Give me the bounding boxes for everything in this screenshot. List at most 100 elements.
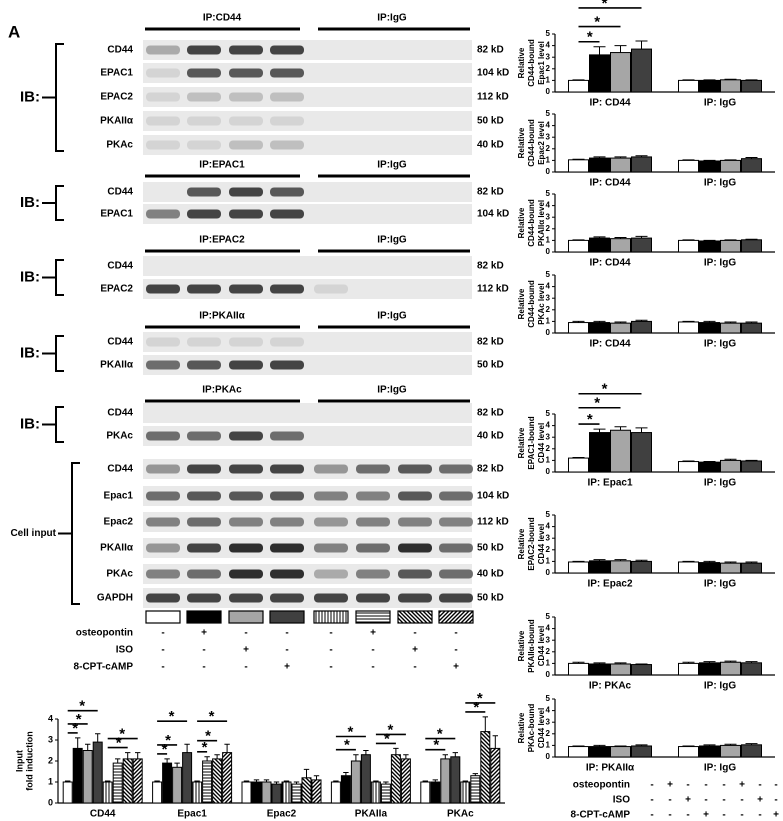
error-bar: [682, 460, 695, 462]
y-axis-label: CD44 level: [537, 524, 546, 564]
bar: [311, 779, 322, 804]
treatment-sign: +: [703, 810, 709, 821]
error-bar: [635, 155, 648, 157]
error-bar: [703, 744, 716, 746]
band: [356, 593, 390, 603]
ip-label: IP:IgG: [377, 311, 407, 322]
significance-label: *: [202, 739, 208, 756]
significance-label: *: [473, 699, 479, 716]
bar: [241, 781, 252, 804]
bar: [720, 562, 741, 574]
error-bar: [393, 747, 399, 755]
treatment-sign: +: [243, 645, 249, 656]
error-bar: [593, 46, 606, 55]
band: [146, 517, 180, 527]
treatment-sign: -: [704, 780, 707, 791]
error-bar: [572, 158, 585, 160]
error-bar: [353, 754, 359, 761]
y-tick-label: 4: [546, 282, 551, 291]
band: [356, 517, 390, 527]
bar: [172, 766, 183, 804]
band: [229, 543, 263, 553]
size-label: 82 kD: [477, 464, 504, 475]
bar: [340, 775, 351, 804]
y-tick-label: 1: [546, 557, 551, 566]
error-bar: [635, 235, 648, 239]
band: [439, 464, 473, 474]
bar: [720, 239, 741, 253]
error-bar: [243, 780, 250, 782]
error-bar: [593, 320, 606, 323]
y-axis-label: CD44 level: [537, 626, 546, 666]
size-label: 112 kD: [477, 517, 509, 528]
bar: [699, 745, 720, 758]
ib-label: IB:: [20, 194, 40, 211]
ip-label: IP:EPAC2: [199, 235, 245, 246]
bar: [631, 664, 652, 676]
bar: [430, 781, 441, 804]
y-axis-label: CD44-bound: [527, 280, 536, 328]
ib-label: IB:: [20, 415, 40, 432]
bar: [589, 746, 610, 758]
band: [229, 593, 263, 603]
ib-label: Cell input: [10, 528, 56, 539]
y-tick-label: 3: [546, 132, 551, 141]
error-bar: [224, 743, 230, 753]
significance-label: *: [594, 14, 600, 31]
error-bar: [635, 663, 648, 665]
band: [187, 569, 221, 579]
bar: [741, 562, 762, 574]
band: [270, 464, 304, 474]
error-bar: [593, 744, 606, 747]
error-bar: [572, 239, 585, 241]
condition-box: [186, 610, 222, 624]
bar: [222, 752, 233, 804]
treatment-sign: -: [371, 662, 374, 673]
treatment-sign: -: [161, 645, 164, 656]
band: [356, 543, 390, 553]
bar: [699, 461, 720, 473]
band: [356, 464, 390, 474]
band: [187, 45, 221, 55]
bar: [380, 783, 391, 804]
significance-label: *: [602, 381, 608, 398]
blot-strip: [143, 182, 472, 202]
ip-label: IP:IgG: [377, 13, 407, 24]
bar: [480, 731, 491, 804]
error-bar: [263, 779, 270, 782]
bar: [182, 752, 193, 804]
error-bar: [614, 559, 627, 561]
size-label: 112 kD: [477, 284, 509, 295]
y-axis-label: Relative: [517, 288, 526, 319]
band: [314, 491, 348, 501]
treatment-sign: -: [454, 645, 457, 656]
y-tick-label: 1: [546, 236, 551, 245]
error-bar: [115, 758, 121, 764]
y-tick-label: 0: [546, 467, 551, 476]
error-bar: [572, 661, 585, 664]
bar: [281, 781, 292, 804]
protein-label: CD44: [107, 408, 133, 419]
blot-strip: [143, 63, 472, 83]
bar: [291, 783, 302, 804]
treatment-sign: -: [329, 645, 332, 656]
band: [270, 116, 304, 126]
error-bar: [105, 780, 111, 782]
bar: [589, 54, 610, 93]
band: [270, 45, 304, 55]
y-axis-label: Relative: [517, 427, 526, 458]
band: [146, 140, 180, 150]
significance-label: *: [79, 698, 85, 715]
blot-strip: [143, 459, 472, 479]
size-label: 82 kD: [477, 45, 504, 56]
bar: [631, 48, 652, 93]
size-label: 104 kD: [477, 68, 509, 79]
bar: [261, 781, 272, 804]
x-tick-label: IP: CD44: [589, 339, 631, 350]
treatment-sign: +: [739, 780, 745, 791]
error-bar: [95, 733, 101, 743]
band: [229, 337, 263, 347]
error-bar: [682, 560, 695, 562]
significance-label: *: [587, 29, 593, 46]
bar: [610, 52, 631, 93]
